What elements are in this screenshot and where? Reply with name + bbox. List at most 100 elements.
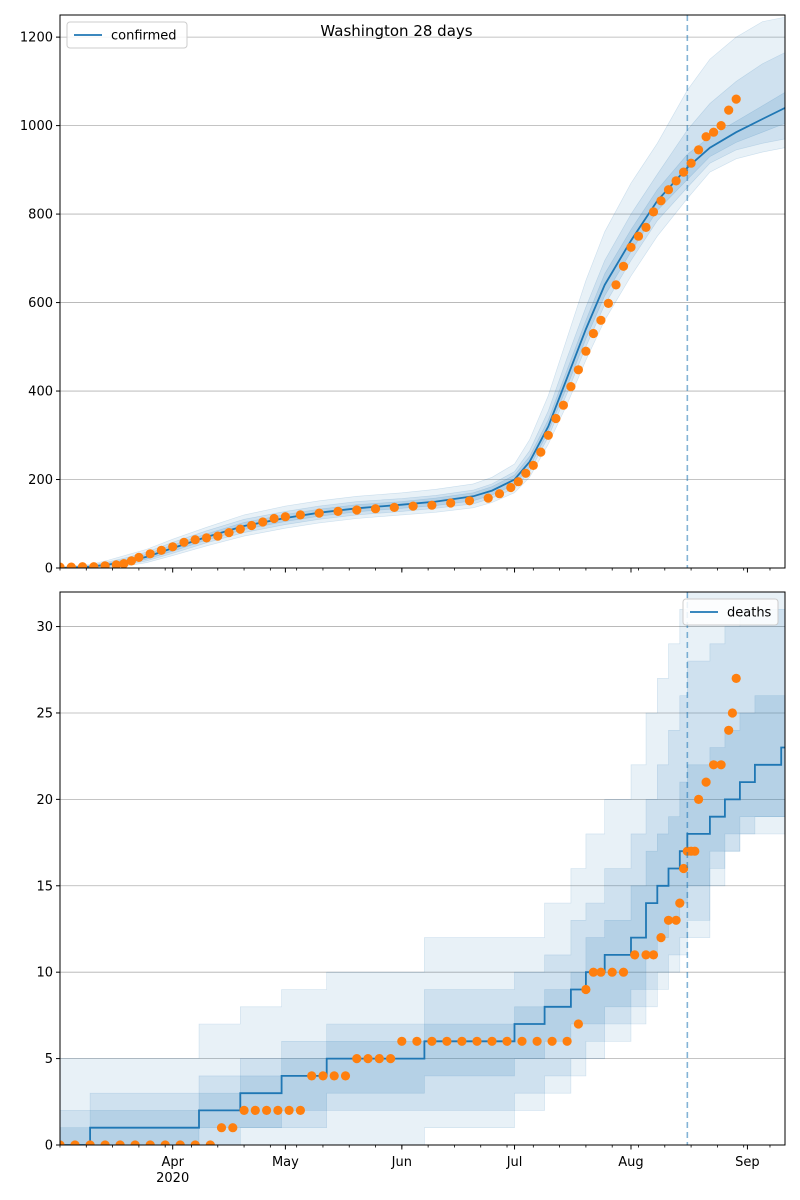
x-tick-label-5: Sep [735,1155,760,1170]
observed-point-3 [89,562,99,568]
y-tick-label-0: 0 [45,1139,53,1154]
observed-point-6 [119,559,129,568]
observed-point-30 [442,1036,452,1046]
observed-point-42 [566,382,576,392]
x-tick-label-1: May [272,1155,299,1170]
observed-point-23 [352,1054,362,1064]
uncertainty-band-0 [60,592,785,1145]
observed-point-11 [216,1123,227,1133]
observed-point-60 [724,725,734,735]
y-tick-label-4: 20 [36,793,53,808]
observed-point-32 [483,493,493,503]
observed-point-51 [675,898,685,908]
uncertainty-band-2 [60,92,785,568]
x-tick-label-4: Aug [618,1155,643,1170]
observed-point-27 [397,1036,407,1046]
observed-point-20 [269,513,279,524]
uncertainty-band-0 [60,16,785,568]
observed-point-10 [205,1140,215,1145]
legend-label-confirmed: confirmed [111,29,177,44]
observed-point-15 [262,1105,272,1115]
legend-box [682,598,779,626]
x-tick-label-0: Apr [161,1155,184,1170]
observed-point-10 [156,545,166,555]
x-tick-sublabel-0: 2020 [156,1171,189,1186]
y-tick-label-2: 10 [36,966,53,981]
observed-point-31 [464,496,475,506]
legend-box [66,21,188,49]
observed-point-35 [517,1036,527,1046]
observed-point-38 [536,447,546,457]
legend: deaths [682,598,779,626]
observed-point-9 [145,549,155,559]
observed-point-56 [671,176,681,186]
axes-frame [59,14,786,569]
y-tick-label-6: 30 [36,620,53,635]
x-tick-label-2: Jun [391,1155,412,1170]
observed-point-40 [551,413,561,424]
observed-point-42 [596,967,606,977]
observed-point-24 [363,1054,373,1064]
observed-point-0 [60,562,65,568]
y-tick-label-5: 1000 [20,119,53,134]
observed-point-9 [190,1140,200,1145]
y-tick-label-0: 0 [45,562,53,577]
observed-point-62 [731,673,741,684]
observed-point-47 [603,298,614,308]
y-tick-label-1: 200 [28,473,53,488]
observed-point-32 [472,1036,482,1046]
observed-point-20 [318,1071,328,1081]
observed-point-49 [618,261,629,271]
legend: confirmed [66,21,188,49]
observed-point-37 [547,1036,557,1046]
legend-label-deaths: deaths [727,606,772,621]
observed-point-58 [709,760,719,770]
observed-point-34 [502,1036,512,1046]
observed-point-61 [727,708,738,718]
series-deaths-median-line [60,746,785,1145]
y-tick-label-2: 400 [28,385,53,400]
observed-point-46 [596,315,606,325]
observed-point-12 [228,1123,238,1133]
observed-point-59 [716,760,726,770]
observed-point-22 [340,1071,351,1081]
observed-point-17 [235,524,245,534]
y-tick-label-3: 15 [36,879,53,894]
observed-point-59 [694,145,704,155]
observed-point-7 [160,1140,170,1145]
observed-point-44 [618,967,629,977]
observed-point-5 [130,1140,140,1145]
observed-point-56 [694,794,704,805]
observed-point-16 [224,528,234,538]
observed-point-43 [607,967,617,977]
observed-point-29 [427,1036,437,1046]
observed-point-35 [513,477,523,487]
observed-point-18 [247,520,257,531]
observed-point-2 [85,1140,95,1145]
observed-point-47 [648,950,659,960]
uncertainty-band-1 [60,52,785,568]
observed-point-38 [562,1036,572,1046]
observed-point-34 [506,482,516,493]
y-tick-label-6: 1200 [20,31,53,46]
observed-point-57 [701,777,711,787]
observed-point-33 [494,489,505,499]
observed-point-58 [686,158,696,168]
observed-point-21 [329,1071,339,1081]
observed-point-57 [679,167,689,177]
chart-title: Washington 28 days [320,22,472,40]
observed-point-25 [352,505,362,515]
observed-point-48 [611,280,621,290]
observed-point-4 [115,1140,125,1145]
observed-point-26 [370,504,381,514]
observed-point-18 [295,1105,305,1115]
axes-frame [59,591,786,1146]
observed-point-14 [201,533,212,543]
observed-point-49 [663,915,674,925]
observed-point-39 [543,430,553,440]
observed-point-28 [408,501,418,511]
observed-point-50 [671,915,681,925]
observed-point-62 [716,121,726,131]
